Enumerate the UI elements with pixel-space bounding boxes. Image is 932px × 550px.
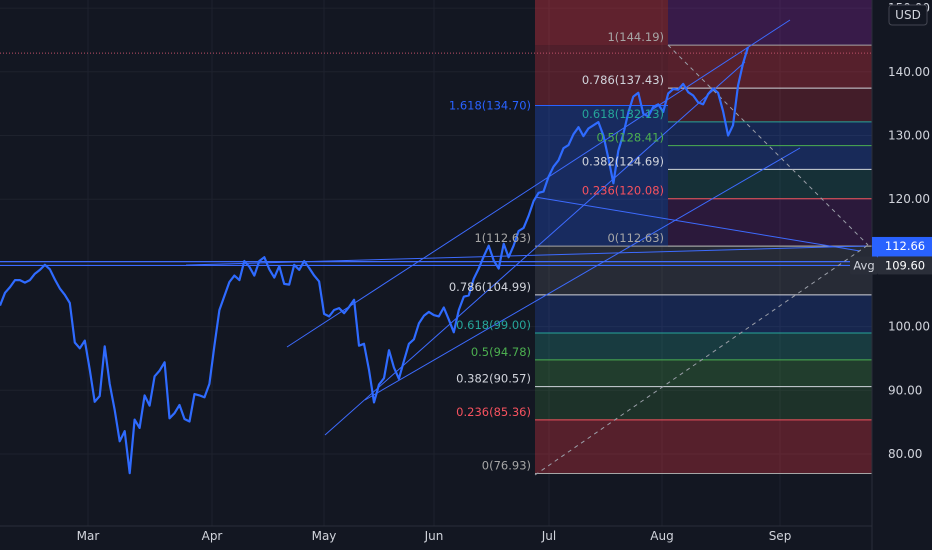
- avg-pill: [878, 256, 932, 275]
- fib-level-label: 0.618(132.13): [582, 107, 664, 121]
- avg-pill-prefix: Avg: [853, 258, 874, 272]
- month-tick-label: Mar: [77, 529, 100, 543]
- month-tick-label: Jul: [541, 529, 556, 543]
- trend-line: [324, 61, 746, 436]
- fib-level-labels: 1(144.19) 0.786(137.43) 0.618(132.13) 0.5(1…: [449, 30, 664, 472]
- fib-zone-upper: [668, 169, 872, 199]
- price-tick-label: 120.00: [888, 192, 930, 206]
- fib-level-label: 0.5(94.78): [471, 345, 531, 359]
- fib-zone-lower: [535, 332, 872, 360]
- fib-level-label: 0.786(137.43): [582, 73, 664, 87]
- price-tick-label: 140.00: [888, 65, 930, 79]
- fib-zone-lower: [535, 246, 872, 295]
- fib-level-label: 0.786(104.99): [449, 280, 531, 294]
- fib-level-label: 1(144.19): [607, 30, 664, 44]
- trend-line: [364, 147, 801, 401]
- fib-zone-upper: [668, 198, 872, 247]
- month-tick-label: Jun: [424, 529, 444, 543]
- fib-zone-upper: [668, 145, 872, 170]
- time-axis: Mar Apr May Jun Jul Aug Sep: [0, 525, 872, 543]
- dashed-diagonal: [534, 244, 869, 476]
- fib-level-label: 0(76.93): [482, 459, 531, 473]
- price-pill: [872, 236, 932, 255]
- fib-extension-label: 1.618(134.70): [449, 99, 531, 113]
- price-markers: 112.66109.93Avg109.60: [850, 236, 932, 275]
- fib-level-label: 0.382(124.69): [582, 154, 664, 168]
- price-tick-label: 100.00: [888, 320, 930, 334]
- fib-zone-lower: [535, 386, 872, 420]
- avg-pill-label: 109.60: [885, 258, 925, 272]
- trend-line: [534, 196, 861, 252]
- price-axis-background: [872, 0, 932, 550]
- fib-level-label: 0.618(99.00): [456, 318, 531, 332]
- price-tick-label: 130.00: [888, 129, 930, 143]
- price-axis: 80.0090.00100.00120.00130.00140.00150.00…: [871, 0, 932, 550]
- fib-level-lines: [535, 44, 872, 475]
- avg-pill-tag: [850, 256, 878, 275]
- price-pill-label: 112.66: [885, 239, 925, 253]
- fib-zone-extension: [535, 105, 668, 247]
- price-tick-label: 90.00: [888, 383, 922, 397]
- price-line: [0, 46, 750, 475]
- fib-zone-extension: [535, 45, 668, 106]
- grid-lines: [0, 0, 872, 526]
- month-tick-label: May: [312, 529, 337, 543]
- month-tick-label: Sep: [769, 529, 792, 543]
- month-tick-label: Aug: [650, 529, 673, 543]
- month-tick-label: Apr: [202, 529, 223, 543]
- trend-line: [286, 19, 791, 348]
- price-tick-label: 80.00: [888, 447, 922, 461]
- fib-level-label: 1(112.63): [474, 231, 531, 245]
- fib-zone-upper: [668, 88, 872, 122]
- fib-zone-upper-head: [535, 0, 668, 46]
- price-series: [0, 46, 750, 475]
- fib-zones: [535, 0, 872, 474]
- trend-line: [185, 245, 867, 266]
- fib-zone-upper: [668, 121, 872, 146]
- currency-badge: [888, 4, 928, 26]
- currency-label: USD: [895, 8, 921, 22]
- dashed-diagonal: [667, 44, 869, 246]
- fib-zone-lower: [535, 294, 872, 333]
- trend-drawings: [0, 19, 872, 476]
- fib-zone-lower: [535, 419, 872, 474]
- fib-level-label: 0.382(90.57): [456, 372, 531, 386]
- fib-level-label: 0.236(120.08): [582, 184, 664, 198]
- fib-zone-lower: [535, 359, 872, 387]
- fib-level-label: 0(112.63): [607, 231, 664, 245]
- fib-level-label: 0.5(128.41): [596, 131, 664, 145]
- fib-zone-upper: [668, 45, 872, 89]
- fib-zone-upper-head: [668, 0, 872, 46]
- fib-level-label: 0.236(85.36): [456, 405, 531, 419]
